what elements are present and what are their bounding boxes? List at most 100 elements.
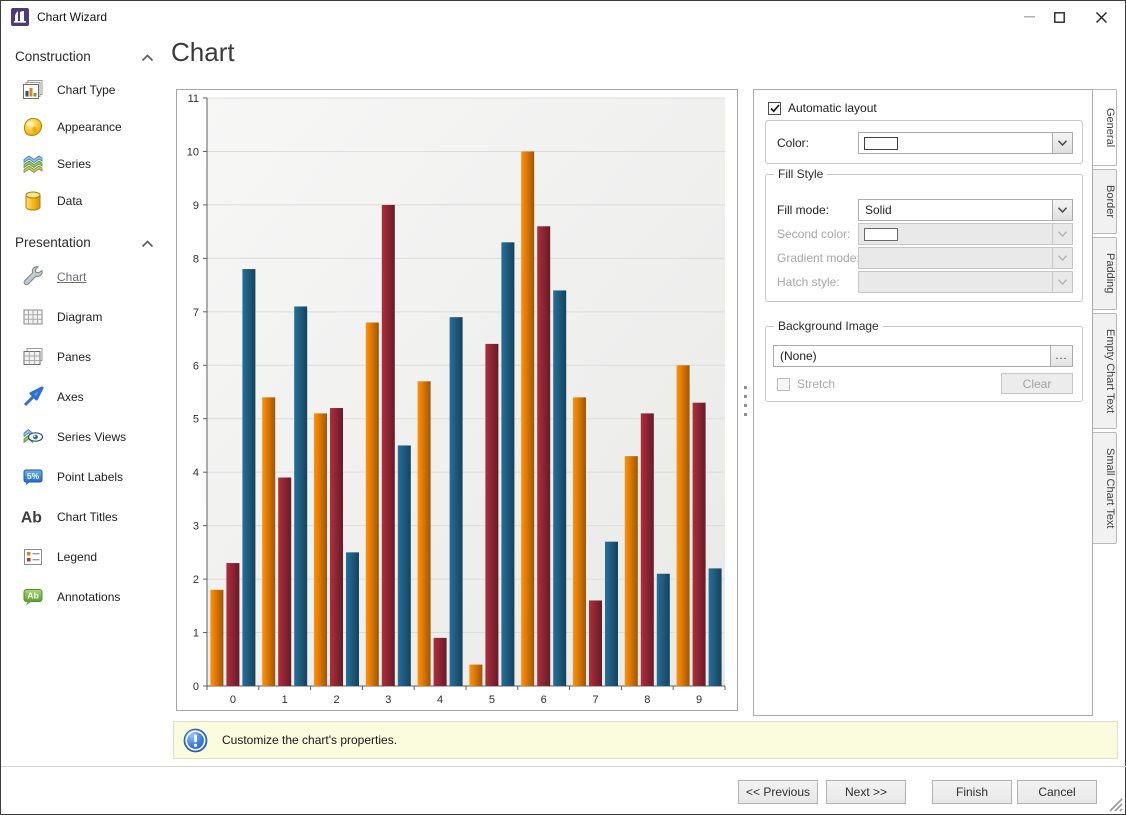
color-label: Color: bbox=[777, 132, 809, 154]
bar-s2-c0 bbox=[226, 563, 239, 686]
sidebar-item-chart-type[interactable]: Chart Type bbox=[1, 71, 169, 108]
svg-text:0: 0 bbox=[230, 694, 236, 706]
sidebar-item-diagram[interactable]: Diagram bbox=[1, 297, 169, 337]
sidebar-item-panes[interactable]: Panes bbox=[1, 337, 169, 377]
fill-mode-dropdown[interactable]: Solid bbox=[858, 199, 1073, 221]
footer-divider bbox=[1, 766, 1126, 767]
sidebar-item-legend[interactable]: Legend bbox=[1, 537, 169, 577]
sidebar-item-chart[interactable]: Chart bbox=[1, 257, 169, 297]
hatch-style-label: Hatch style: bbox=[777, 271, 840, 293]
page-title: Chart bbox=[171, 37, 235, 68]
browse-ellipsis-button[interactable]: ... bbox=[1050, 346, 1072, 366]
sidebar-item-label: Panes bbox=[57, 350, 91, 364]
automatic-layout-checkbox[interactable]: Automatic layout bbox=[768, 99, 877, 117]
panel-splitter[interactable] bbox=[742, 386, 748, 416]
bar-s2-c4 bbox=[434, 638, 447, 686]
sidebar-item-label: Chart Titles bbox=[57, 510, 118, 524]
svg-text:Ab: Ab bbox=[21, 510, 42, 527]
tab-small-chart-text[interactable]: Small Chart Text bbox=[1092, 432, 1117, 545]
previous-button[interactable]: << Previous bbox=[738, 780, 818, 804]
chevron-down-icon[interactable] bbox=[1052, 200, 1072, 220]
svg-text:2: 2 bbox=[193, 574, 199, 586]
bar-s2-c8 bbox=[641, 413, 654, 686]
sidebar-item-label: Legend bbox=[57, 550, 97, 564]
sidebar-item-point-labels[interactable]: 5%Point Labels bbox=[1, 457, 169, 497]
chevron-down-icon bbox=[1052, 224, 1072, 244]
bar-s3-c5 bbox=[501, 242, 514, 686]
svg-text:1: 1 bbox=[193, 628, 199, 640]
second-color-dropdown bbox=[858, 223, 1073, 245]
sidebar-item-chart-titles[interactable]: Ab Chart Titles bbox=[1, 497, 169, 537]
cancel-button[interactable]: Cancel bbox=[1017, 780, 1097, 804]
annotations-icon: Ab bbox=[20, 585, 46, 609]
sidebar-item-appearance[interactable]: Appearance bbox=[1, 108, 169, 145]
sidebar-item-data[interactable]: Data bbox=[1, 182, 169, 219]
svg-text:9: 9 bbox=[696, 694, 702, 706]
bar-s3-c6 bbox=[553, 290, 566, 686]
gradient-mode-label: Gradient mode: bbox=[777, 247, 860, 269]
bar-s2-c6 bbox=[537, 226, 550, 686]
background-image-field[interactable]: (None) ... bbox=[773, 345, 1073, 367]
hatch-style-dropdown bbox=[858, 271, 1073, 293]
chevron-down-icon bbox=[1052, 248, 1072, 268]
bar-s1-c1 bbox=[262, 397, 275, 686]
section-header-presentation: Presentation bbox=[15, 231, 155, 253]
color-group: Color: bbox=[765, 120, 1083, 164]
sidebar-item-axes[interactable]: Axes bbox=[1, 377, 169, 417]
sidebar-item-series-views[interactable]: Series Views bbox=[1, 417, 169, 457]
bar-s1-c2 bbox=[314, 413, 327, 686]
chevron-down-icon[interactable] bbox=[1052, 133, 1072, 153]
svg-text:0: 0 bbox=[193, 681, 199, 693]
collapse-chevron-icon[interactable] bbox=[141, 237, 155, 247]
tab-general[interactable]: General bbox=[1090, 89, 1117, 166]
bar-s2-c3 bbox=[382, 205, 395, 686]
chart-type-icon bbox=[20, 78, 46, 102]
status-bar: Customize the chart's properties. bbox=[173, 721, 1118, 759]
svg-text:8: 8 bbox=[193, 253, 199, 265]
sidebar-item-annotations[interactable]: Ab Annotations bbox=[1, 577, 169, 617]
data-icon bbox=[20, 189, 46, 213]
maximize-button[interactable] bbox=[1047, 5, 1071, 29]
svg-text:3: 3 bbox=[193, 521, 199, 533]
bar-chart-preview: 012345678910110123456789 bbox=[177, 90, 737, 710]
close-button[interactable] bbox=[1089, 5, 1113, 29]
fill-mode-label: Fill mode: bbox=[777, 199, 829, 221]
finish-button[interactable]: Finish bbox=[932, 780, 1012, 804]
sidebar-item-label: Annotations bbox=[57, 590, 120, 604]
svg-text:11: 11 bbox=[188, 93, 199, 105]
sidebar-item-label: Series bbox=[57, 157, 91, 171]
collapse-chevron-icon[interactable] bbox=[141, 51, 155, 61]
color-swatch bbox=[864, 137, 898, 150]
minimize-button[interactable] bbox=[1017, 5, 1041, 29]
svg-text:Ab: Ab bbox=[27, 591, 38, 601]
second-color-swatch bbox=[864, 228, 898, 241]
sidebar-item-label: Appearance bbox=[57, 120, 122, 134]
color-dropdown[interactable] bbox=[858, 132, 1073, 154]
resize-grip[interactable] bbox=[1105, 794, 1123, 812]
tab-empty-chart-text[interactable]: Empty Chart Text bbox=[1092, 313, 1117, 429]
bar-s1-c7 bbox=[573, 397, 586, 686]
svg-text:10: 10 bbox=[187, 146, 199, 158]
sidebar-item-label: Diagram bbox=[57, 310, 102, 324]
chart-wrench-icon bbox=[20, 265, 46, 289]
bar-s2-c1 bbox=[278, 478, 291, 686]
checkbox-box-icon bbox=[777, 378, 790, 391]
stretch-label: Stretch bbox=[797, 377, 835, 391]
info-icon bbox=[183, 728, 208, 753]
svg-text:2: 2 bbox=[333, 694, 339, 706]
sidebar-item-series[interactable]: Series bbox=[1, 145, 169, 182]
tab-padding[interactable]: Padding bbox=[1092, 237, 1117, 309]
section-presentation: Presentation Chart Diagram Panes AxesSeries … bbox=[1, 231, 169, 617]
bar-s1-c5 bbox=[469, 665, 482, 686]
panes-icon bbox=[20, 345, 46, 369]
clear-button: Clear bbox=[1001, 373, 1073, 394]
series-views-icon bbox=[20, 425, 46, 449]
bar-s3-c1 bbox=[294, 306, 307, 686]
svg-text:4: 4 bbox=[193, 467, 199, 479]
tab-border[interactable]: Border bbox=[1092, 169, 1117, 234]
next-button[interactable]: Next >> bbox=[826, 780, 906, 804]
app-icon bbox=[11, 8, 29, 26]
chevron-down-icon bbox=[1052, 272, 1072, 292]
properties-tabstrip: General Border Padding Empty Chart Text Smal… bbox=[1092, 89, 1119, 547]
svg-text:3: 3 bbox=[385, 694, 391, 706]
